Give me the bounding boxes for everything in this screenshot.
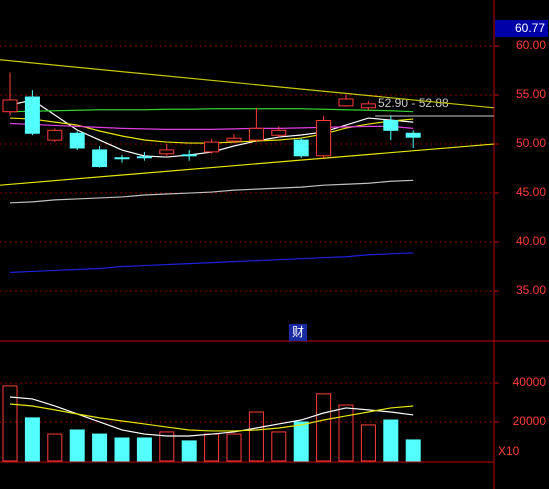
volume-bar xyxy=(114,437,130,462)
candle-body xyxy=(92,149,108,168)
candle-body xyxy=(24,96,40,134)
volume-bar xyxy=(92,433,108,462)
candle-body xyxy=(405,132,421,138)
candle-body xyxy=(69,132,85,149)
volume-bar xyxy=(159,431,175,462)
moving-average xyxy=(9,179,414,204)
volume-bar xyxy=(136,437,152,462)
candle-body xyxy=(271,129,287,136)
candle-body xyxy=(159,149,175,155)
candle-body xyxy=(136,156,152,159)
price-label: 52.90 - 52.88 xyxy=(378,96,449,110)
y-tick-label: 55.00 xyxy=(516,87,546,101)
y-tick-label: 35.00 xyxy=(516,283,546,297)
volume-bar xyxy=(383,419,399,462)
candle-body xyxy=(2,99,18,113)
marker-box xyxy=(289,324,307,341)
moving-average xyxy=(9,122,414,130)
y-tick-label: 50.00 xyxy=(516,136,546,150)
y-tick-label: 45.00 xyxy=(516,185,546,199)
volume-unit: X10 xyxy=(498,444,520,458)
candle-body xyxy=(293,139,309,157)
candle-body xyxy=(316,120,332,157)
candle-body xyxy=(338,98,354,107)
volume-bar xyxy=(181,440,197,462)
volume-bar xyxy=(316,393,332,462)
candle-body xyxy=(204,141,220,153)
marker-label: 财 xyxy=(292,325,304,339)
volume-bar xyxy=(338,404,354,462)
y-tick-label: 20000 xyxy=(513,414,547,428)
volume-average xyxy=(9,403,414,432)
candle-body xyxy=(47,129,63,141)
volume-bar xyxy=(24,417,40,462)
volume-bar xyxy=(271,431,287,462)
candle-body xyxy=(360,103,376,109)
trend-line xyxy=(0,59,494,109)
candle-body xyxy=(226,137,242,142)
moving-average xyxy=(9,252,414,274)
y-tick-label: 40000 xyxy=(513,375,547,389)
current-label-box xyxy=(495,20,548,37)
volume-bar xyxy=(47,433,63,462)
volume-bar xyxy=(293,421,309,462)
moving-average xyxy=(9,108,414,113)
volume-bar xyxy=(360,424,376,462)
volume-bar xyxy=(2,385,18,462)
volume-bar xyxy=(226,433,242,462)
candle-body xyxy=(181,154,197,157)
volume-bar xyxy=(405,439,421,462)
candle-body xyxy=(383,120,399,131)
volume-bar xyxy=(69,429,85,462)
current-label: 60.77 xyxy=(515,21,545,35)
volume-bar xyxy=(204,433,220,462)
candle-body xyxy=(248,127,264,141)
y-tick-label: 40.00 xyxy=(516,234,546,248)
y-tick-label: 60.00 xyxy=(516,38,546,52)
volume-bar xyxy=(248,411,264,462)
candle-body xyxy=(114,157,130,160)
trend-line xyxy=(0,143,494,186)
